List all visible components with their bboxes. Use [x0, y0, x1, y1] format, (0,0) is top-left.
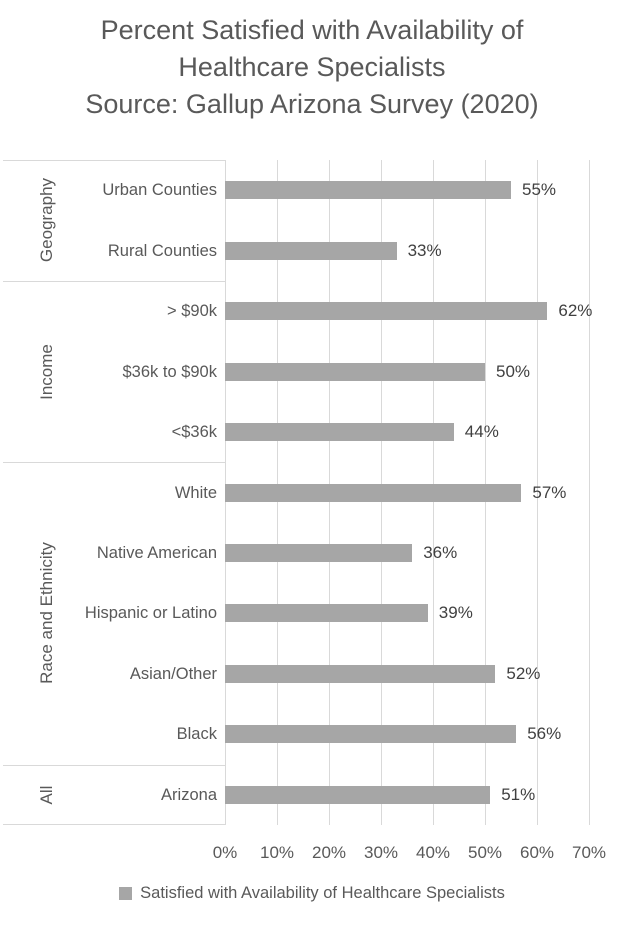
- chart-title-line-2: Healthcare Specialists: [178, 52, 446, 82]
- chart-title-line-1: Percent Satisfied with Availability of: [100, 15, 524, 45]
- x-tick-label: 10%: [259, 843, 295, 862]
- value-label: 62%: [558, 301, 593, 321]
- category-label: Arizona: [161, 785, 217, 804]
- gridline: [537, 160, 538, 825]
- value-label: 50%: [496, 361, 531, 381]
- legend-label: Satisfied with Availability of Healthcar…: [140, 884, 505, 902]
- bar: [225, 241, 397, 260]
- value-label: 44%: [464, 422, 499, 442]
- x-tick-label: 70%: [571, 843, 607, 862]
- group-label: Income: [37, 343, 56, 400]
- plot-area: Urban Counties 55% Rural Counties 33% Geogra…: [3, 160, 593, 825]
- group-separator: [3, 824, 225, 825]
- bar: [225, 362, 485, 381]
- group-label: Race and Ethnicity: [37, 542, 56, 685]
- bar: [225, 181, 511, 200]
- x-tick-label: 60%: [519, 843, 555, 862]
- x-tick-label: 0%: [212, 843, 238, 862]
- gridline: [589, 160, 590, 825]
- value-label: 33%: [407, 240, 442, 260]
- bar: [225, 483, 522, 502]
- legend: Satisfied with Availability of Healthcar…: [0, 884, 624, 903]
- x-axis: 0% 10% 20% 30% 40% 50% 60% 70%: [3, 825, 606, 867]
- category-label: Urban Counties: [102, 181, 217, 200]
- legend-marker-icon: [119, 887, 133, 900]
- value-label: 55%: [522, 180, 557, 200]
- group-separator: [3, 462, 225, 463]
- category-label: Native American: [96, 543, 217, 562]
- group-separator: [3, 281, 225, 282]
- bar: [225, 664, 496, 683]
- category-label: Asian/Other: [129, 664, 217, 683]
- x-tick-label: 30%: [363, 843, 399, 862]
- category-label: > $90k: [167, 302, 217, 321]
- bar: [225, 785, 491, 804]
- value-label: 56%: [527, 724, 562, 744]
- category-label: $36k to $90k: [122, 362, 218, 381]
- chart-title-line-3: Source: Gallup Arizona Survey (2020): [85, 89, 539, 119]
- category-label: Rural Counties: [107, 241, 217, 260]
- chart-title: Percent Satisfied with Availability of H…: [0, 12, 624, 123]
- bar: [225, 543, 413, 562]
- group-separator: [3, 160, 225, 161]
- x-tick-label: 50%: [467, 843, 503, 862]
- category-label: Hispanic or Latino: [84, 604, 217, 623]
- category-label: White: [174, 483, 217, 502]
- value-label: 52%: [506, 663, 541, 683]
- category-label: Black: [176, 725, 217, 744]
- bar: [225, 423, 454, 442]
- bar: [225, 604, 428, 623]
- value-label: 57%: [532, 482, 567, 502]
- value-label: 36%: [423, 542, 458, 562]
- bar: [225, 725, 517, 744]
- x-tick-label: 20%: [311, 843, 347, 862]
- value-label: 39%: [438, 603, 473, 623]
- category-label: <$36k: [171, 423, 217, 442]
- value-label: 51%: [501, 784, 536, 804]
- group-separator: [3, 765, 225, 766]
- bar: [225, 302, 548, 321]
- x-tick-label: 40%: [415, 843, 451, 862]
